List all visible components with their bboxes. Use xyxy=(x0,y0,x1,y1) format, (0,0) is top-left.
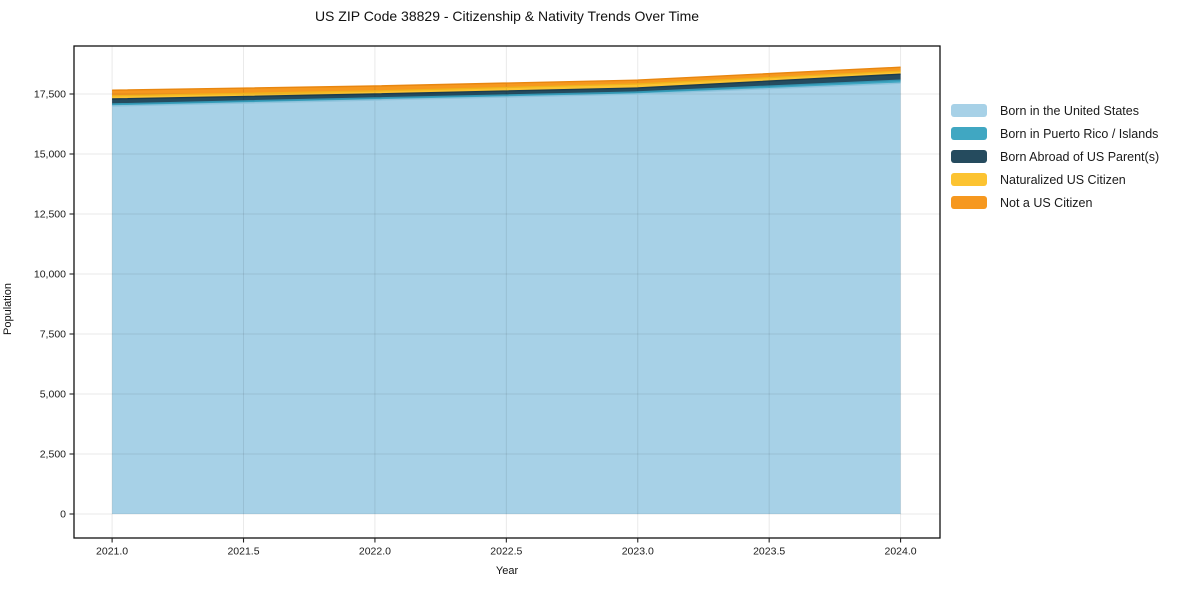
y-tick-label: 15,000 xyxy=(34,149,66,161)
legend-row: Naturalized US Citizen xyxy=(951,172,1159,187)
y-tick-label: 0 xyxy=(60,509,66,521)
series-top-line-2 xyxy=(112,79,901,105)
y-tick-label: 7,500 xyxy=(40,329,66,341)
x-tick-label: 2024.0 xyxy=(885,546,917,558)
series-top-line-3 xyxy=(112,73,901,100)
legend-row: Born in the United States xyxy=(951,103,1159,118)
y-tick-label: 12,500 xyxy=(34,209,66,221)
series-top-line-5 xyxy=(112,66,901,91)
legend-label: Naturalized US Citizen xyxy=(1000,172,1126,187)
series-top-line-1 xyxy=(112,82,901,107)
y-tick-label: 2,500 xyxy=(40,449,66,461)
x-tick-label: 2021.5 xyxy=(227,546,259,558)
legend-label: Born Abroad of US Parent(s) xyxy=(1000,149,1160,164)
y-tick-label: 5,000 xyxy=(40,389,66,401)
area-series-4 xyxy=(112,71,901,99)
x-tick-label: 2021.0 xyxy=(96,546,128,558)
y-tick-label: 10,000 xyxy=(34,269,66,281)
area-series-5 xyxy=(112,67,901,96)
y-tick-label: 17,500 xyxy=(34,89,66,101)
area-series-1 xyxy=(112,83,901,514)
x-tick-label: 2023.5 xyxy=(753,546,785,558)
legend-label: Born in the United States xyxy=(1000,103,1139,118)
legend-swatch xyxy=(951,104,987,117)
legend-label: Not a US Citizen xyxy=(1000,195,1093,210)
legend-row: Not a US Citizen xyxy=(951,195,1159,210)
legend: Born in the United States Born in Puerto … xyxy=(951,103,1159,218)
x-axis-label: Year xyxy=(495,565,519,577)
legend-row: Born Abroad of US Parent(s) xyxy=(951,149,1159,164)
chart-title: US ZIP Code 38829 - Citizenship & Nativi… xyxy=(314,8,700,24)
x-tick-label: 2022.0 xyxy=(359,546,391,558)
legend-swatch xyxy=(951,173,987,186)
series-top-line-4 xyxy=(112,70,901,97)
x-tick-label: 2022.5 xyxy=(490,546,522,558)
area-series-3 xyxy=(112,74,901,104)
y-axis-label-text: Population xyxy=(2,283,14,335)
legend-swatch xyxy=(951,150,987,163)
legend-swatch xyxy=(951,196,987,209)
legend-row: Born in Puerto Rico / Islands xyxy=(951,126,1159,141)
plot-border xyxy=(73,45,941,539)
legend-swatch xyxy=(951,127,987,140)
x-tick-label: 2023.0 xyxy=(622,546,654,558)
legend-label: Born in Puerto Rico / Islands xyxy=(1000,126,1159,141)
